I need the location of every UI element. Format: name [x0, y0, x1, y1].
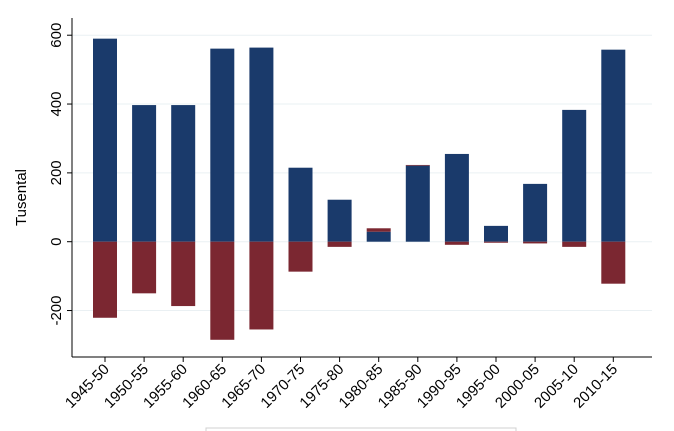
y-axis-title: Tusental [13, 169, 30, 226]
bar-series-1 [132, 105, 157, 242]
bar-series-2 [523, 241, 548, 244]
bar-series-2 [444, 241, 469, 245]
gridlines [72, 34, 652, 312]
bar-series-1 [327, 199, 352, 242]
bar-series-1 [601, 49, 626, 242]
bar-series-2 [249, 241, 274, 330]
bar-series-2 [288, 241, 313, 272]
bar-series-2 [93, 241, 117, 318]
y-tick-label: -200 [48, 296, 65, 326]
bar-series-2 [171, 241, 196, 307]
bar-series-2 [132, 241, 157, 294]
bar-series-1 [210, 48, 235, 242]
bar-series-1 [93, 38, 117, 242]
bar-series-1 [405, 165, 430, 242]
bars [93, 38, 626, 340]
bar-series-1 [249, 47, 274, 242]
y-tick-label: 200 [48, 160, 65, 185]
bar-series-1 [562, 109, 587, 242]
y-tick-label: 400 [48, 92, 65, 117]
bar-series-1 [444, 153, 469, 242]
y-ticks: -200 0 200 400 600 [48, 23, 72, 326]
y-tick-label: 0 [48, 238, 65, 246]
bar-series-2 [405, 164, 430, 166]
bar-series-2 [327, 241, 352, 247]
bar-series-1 [523, 183, 548, 242]
y-tick-label: 600 [48, 23, 65, 48]
bar-series-2 [601, 241, 626, 284]
bar-series-2 [210, 241, 235, 340]
bar-series-2 [366, 228, 391, 232]
bar-series-2 [484, 241, 508, 243]
bar-series-2 [562, 241, 587, 247]
bar-series-1 [288, 167, 313, 242]
bar-series-1 [366, 231, 391, 242]
bar-series-1 [171, 105, 196, 242]
bar-series-1 [484, 225, 508, 242]
